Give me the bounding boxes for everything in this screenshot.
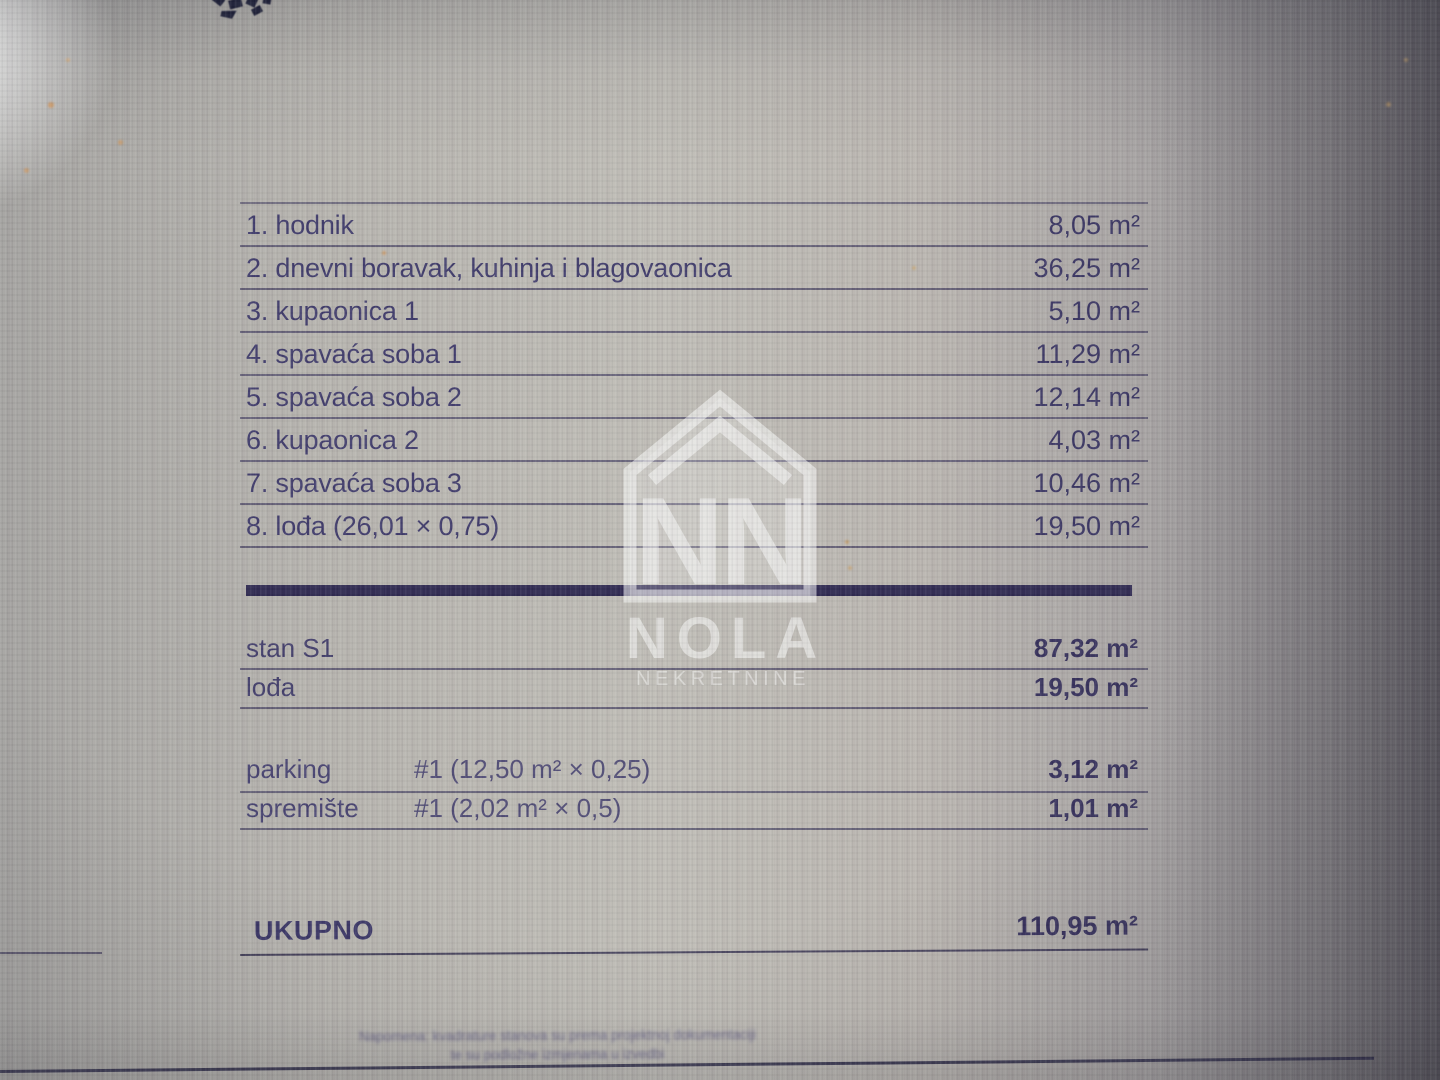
room-area: 4,03 m² — [1048, 425, 1140, 455]
summary-area: 87,32 m² — [1033, 632, 1138, 663]
room-area: 5,10 m² — [1048, 296, 1140, 326]
table-row: 8. lođa (26,01 × 0,75) 19,50 m² — [240, 505, 1148, 548]
table-row: spremište #1 (2,02 m² × 0,5) 1,01 m² — [240, 793, 1148, 830]
table-row: 4. spavaća soba 1 11,29 m² — [240, 333, 1148, 376]
room-area: 11,29 m² — [1035, 339, 1140, 369]
total-row: UKUPNO 110,95 m² — [239, 906, 1149, 956]
room-label: 1. hodnik — [246, 210, 354, 240]
cropped-top-marks — [205, 0, 285, 24]
summary-label: lođa — [246, 672, 296, 702]
extra-spec: #1 (2,02 m² × 0,5) — [414, 793, 622, 823]
room-label: 6. kupaonica 2 — [246, 425, 419, 455]
table-row: 7. spavaća soba 3 10,46 m² — [240, 462, 1148, 505]
extra-area: 1,01 m² — [1048, 793, 1138, 823]
table-row: stan S1 87,32 m² — [240, 630, 1148, 670]
table-row: 6. kupaonica 2 4,03 m² — [240, 419, 1148, 462]
table-row: 5. spavaća soba 2 12,14 m² — [240, 376, 1148, 419]
total-area: 110,95 m² — [1016, 910, 1139, 941]
table-row: 1. hodnik 8,05 m² — [240, 204, 1148, 247]
extras-table: parking #1 (12,50 m² × 0,25) 3,12 m² spr… — [240, 751, 1148, 830]
room-area: 10,46 m² — [1033, 468, 1140, 498]
room-label: 7. spavaća soba 3 — [246, 468, 462, 498]
room-label: 5. spavaća soba 2 — [246, 382, 462, 412]
extra-spec: #1 (12,50 m² × 0,25) — [414, 753, 651, 784]
extra-label: spremište — [246, 793, 359, 823]
table-row: 3. kupaonica 1 5,10 m² — [240, 290, 1148, 333]
room-label: 4. spavaća soba 1 — [246, 339, 462, 369]
room-label: 3. kupaonica 1 — [246, 296, 419, 326]
section-divider-bar — [246, 585, 1132, 596]
room-area: 19,50 m² — [1033, 511, 1140, 541]
total-section: UKUPNO 110,95 m² — [239, 906, 1149, 956]
summary-table: stan S1 87,32 m² lođa 19,50 m² — [240, 630, 1148, 709]
extra-area: 3,12 m² — [1048, 753, 1138, 784]
footnote-line: Napomena: kvadrature stanova su prema pr… — [358, 1026, 756, 1045]
table-row: 2. dnevni boravak, kuhinja i blagovaonic… — [240, 247, 1148, 290]
extra-label: parking — [246, 753, 332, 784]
room-area: 36,25 m² — [1033, 253, 1140, 283]
summary-area: 19,50 m² — [1033, 672, 1138, 702]
room-area: 8,05 m² — [1048, 210, 1140, 240]
room-label: 8. lođa (26,01 × 0,75) — [246, 511, 500, 541]
cropped-left-line — [0, 952, 102, 954]
room-area-table: 1. hodnik 8,05 m² 2. dnevni boravak, kuh… — [240, 202, 1148, 548]
footnote: Napomena: kvadrature stanova su prema pr… — [285, 1025, 830, 1066]
room-area: 12,14 m² — [1033, 382, 1140, 412]
room-label: 2. dnevni boravak, kuhinja i blagovaonic… — [246, 253, 732, 283]
table-row: parking #1 (12,50 m² × 0,25) 3,12 m² — [240, 751, 1148, 793]
table-row: lođa 19,50 m² — [240, 670, 1148, 709]
total-label: UKUPNO — [253, 914, 375, 946]
summary-label: stan S1 — [246, 632, 335, 663]
